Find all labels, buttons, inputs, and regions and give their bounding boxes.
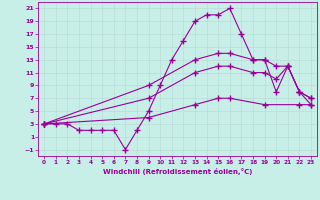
X-axis label: Windchill (Refroidissement éolien,°C): Windchill (Refroidissement éolien,°C) bbox=[103, 168, 252, 175]
